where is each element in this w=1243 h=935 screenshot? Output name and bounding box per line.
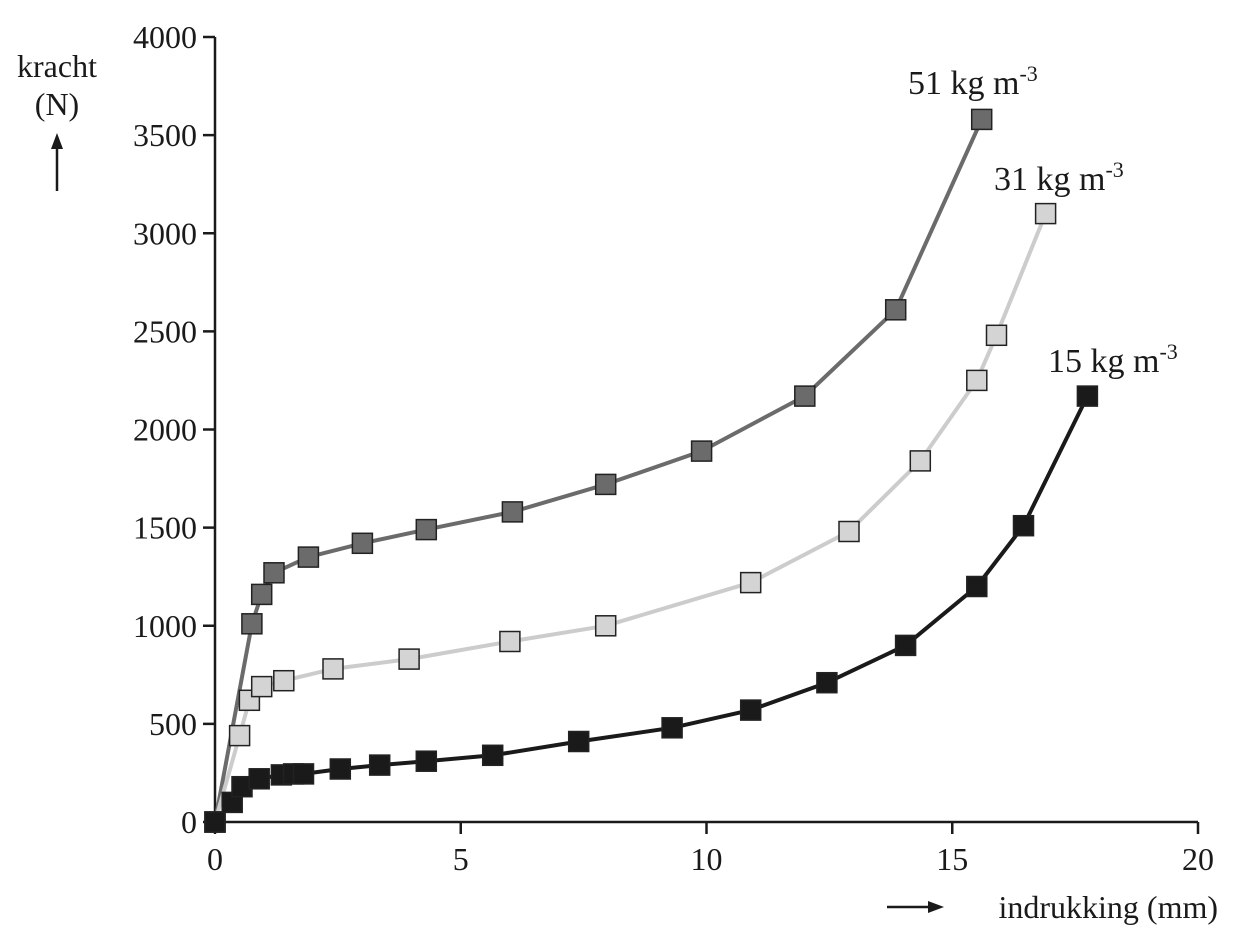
series-2-point — [816, 671, 838, 694]
series-2-point — [661, 717, 683, 739]
series-0-point — [794, 385, 816, 407]
series-label-51: 51 kg m-3 — [908, 61, 1038, 102]
series-0-point — [594, 473, 617, 496]
y-axis-title-line1: kracht — [17, 48, 97, 84]
y-tick-label: 4000 — [133, 19, 197, 55]
series-0-point — [241, 613, 263, 635]
x-tick-label: 5 — [453, 841, 469, 877]
series-1-point — [322, 658, 344, 680]
x-tick-label: 0 — [207, 841, 223, 877]
y-tick-label: 3000 — [133, 215, 197, 251]
x-tick-label: 15 — [936, 841, 968, 877]
series-line-0 — [213, 117, 984, 824]
series-2-point — [1012, 514, 1035, 537]
series-labels: 51 kg m-3 31 kg m-3 15 kg m-3 — [908, 61, 1178, 380]
series-1-point — [966, 369, 988, 392]
axes — [213, 37, 1198, 824]
x-axis-title: indrukking (mm) — [887, 889, 1218, 925]
y-ticks: 0 500 1000 1500 2000 2500 3000 3500 4000 — [133, 19, 215, 840]
y-tick-label: 500 — [149, 706, 197, 742]
series-1-point — [594, 615, 617, 637]
series-1-point — [985, 324, 1008, 347]
y-tick-label: 0 — [181, 804, 197, 840]
series-0-point — [970, 108, 993, 131]
series-0-point — [501, 501, 524, 523]
series-line-1 — [213, 211, 1048, 824]
series-0-point — [690, 440, 713, 462]
series-1-point — [273, 669, 295, 692]
series-1-point — [838, 520, 860, 543]
series-2-point — [567, 730, 590, 753]
series-0-point — [415, 518, 438, 541]
series-0-point — [263, 562, 285, 584]
series-2-point — [368, 754, 391, 776]
series-0-point — [351, 532, 374, 555]
series-2-point — [248, 768, 270, 790]
series-1-point — [228, 724, 251, 747]
arrow-right-icon — [887, 901, 944, 913]
series-1-point — [909, 450, 932, 472]
series-1-point — [739, 571, 762, 594]
series-2-point — [894, 634, 917, 657]
arrow-up-icon — [51, 133, 63, 191]
series-2-point — [1076, 385, 1099, 407]
series-1-point — [1034, 202, 1057, 225]
series-0-point — [297, 546, 320, 568]
x-axis-title-text: indrukking (mm) — [998, 889, 1218, 925]
y-axis-title: kracht (N) — [17, 48, 97, 191]
series-2-point — [415, 750, 438, 772]
x-ticks: 0 5 10 15 20 — [207, 822, 1214, 877]
x-tick-label: 20 — [1182, 841, 1214, 877]
series-2-point — [481, 744, 504, 767]
series-label-15: 15 kg m-3 — [1048, 339, 1178, 380]
series-2-point — [329, 758, 352, 780]
x-tick-label: 10 — [691, 841, 723, 877]
series-lines — [213, 117, 1090, 824]
y-tick-label: 2500 — [133, 313, 197, 349]
series-markers — [204, 108, 1099, 833]
y-tick-label: 3500 — [133, 117, 197, 153]
series-1-point — [398, 648, 420, 670]
series-2-point — [966, 575, 988, 598]
y-axis-title-line2: (N) — [35, 86, 79, 122]
series-1-point — [499, 630, 521, 653]
y-tick-label: 1000 — [133, 608, 197, 644]
series-1-point — [250, 675, 273, 698]
series-2-point — [292, 763, 315, 785]
series-label-31: 31 kg m-3 — [994, 157, 1124, 198]
series-line-2 — [213, 394, 1090, 824]
series-0-point — [250, 583, 273, 606]
y-tick-label: 2000 — [133, 412, 197, 448]
series-2-point — [739, 699, 762, 721]
series-0-point — [884, 299, 907, 321]
y-tick-label: 1500 — [133, 510, 197, 546]
series-2-point — [204, 811, 226, 833]
